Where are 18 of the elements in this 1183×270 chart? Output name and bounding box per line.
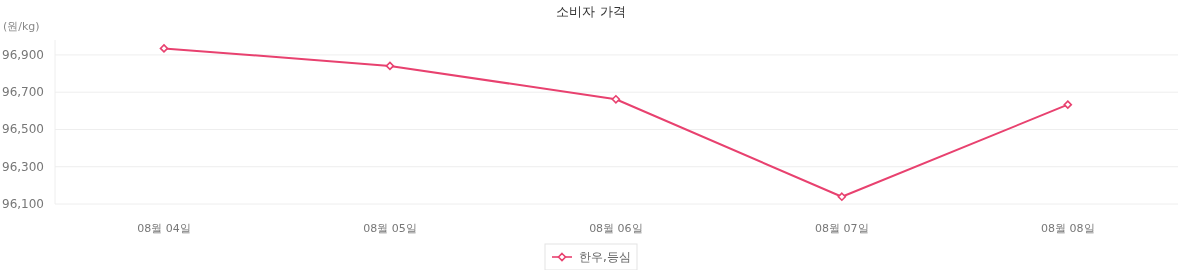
legend-label: 한우,등심: [579, 250, 631, 264]
y-tick-label: 96,900: [2, 47, 44, 62]
y-tick-label: 96,500: [2, 122, 44, 137]
point: [611, 94, 621, 104]
x-tick-label: 08월 05일: [363, 222, 417, 235]
y-tick-label: 96,100: [2, 197, 44, 211]
x-tick-label: 08월 07일: [815, 222, 869, 235]
x-tick-label: 08월 04일: [137, 222, 191, 235]
x-tick-label: 08월 06일: [589, 222, 643, 235]
y-axis-title: (원/kg): [3, 20, 40, 33]
x-tick-label: 08월 08일: [1041, 222, 1095, 235]
y-tick-label: 96,700: [2, 85, 44, 100]
point: [385, 61, 395, 71]
point: [1063, 100, 1073, 109]
y-tick-label: 96,300: [2, 159, 44, 174]
point: [159, 44, 169, 53]
point: [837, 192, 847, 202]
chart-title: 소비자 가격: [556, 4, 626, 19]
